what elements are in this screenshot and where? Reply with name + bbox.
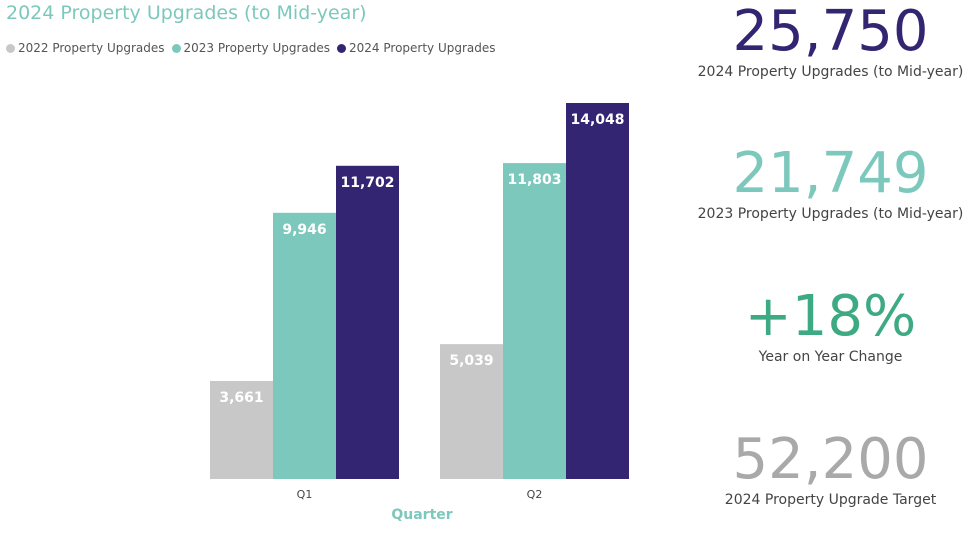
legend-label-2022: 2022 Property Upgrades [18,41,165,55]
kpi-yoy-change-label: Year on Year Change [758,349,903,365]
legend-label-2023: 2023 Property Upgrades [183,41,331,55]
data-label-q1-2024-property-upgrades: 11,702 [340,175,394,191]
bar-q1-2022-property-upgrades[interactable] [210,381,273,479]
kpi-2024-target: 52,200 2024 Property Upgrade Target [690,427,971,509]
kpi-2024-upgrades: 25,750 2024 Property Upgrades (to Mid-ye… [690,0,971,81]
x-tick-label-q2: Q2 [527,488,543,501]
kpi-yoy-change: +18% Year on Year Change [690,284,971,366]
legend-swatch-2022 [6,43,15,53]
legend-item-2024[interactable]: 2024 Property Upgrades [337,41,496,55]
kpi-2024-target-label: 2024 Property Upgrade Target [724,492,937,508]
legend-label-2024: 2024 Property Upgrades [349,41,496,55]
data-label-q2-2022-property-upgrades: 5,039 [449,353,493,369]
bar-q2-2023-property-upgrades[interactable] [503,163,566,480]
data-label-q2-2023-property-upgrades: 11,803 [507,172,561,188]
bar-q2-2022-property-upgrades[interactable] [440,344,503,479]
legend-item-2023[interactable]: 2023 Property Upgrades [171,41,331,55]
x-tick-label-q1: Q1 [297,488,313,501]
kpi-2023-upgrades-value: 21,749 [732,141,929,206]
bar-chart: 3,661 9,946 11,702 Q1 5,039 11,803 14,048 Q2 Qua… [210,103,629,523]
legend-swatch-2023 [171,43,181,53]
data-label-q1-2023-property-upgrades: 9,946 [282,222,326,238]
data-label-q1-2022-property-upgrades: 3,661 [219,390,263,406]
kpi-2024-target-value: 52,200 [732,427,929,492]
kpi-2024-upgrades-value: 25,750 [732,0,929,64]
bar-q1-2024-property-upgrades[interactable] [336,165,399,479]
legend-item-2022[interactable]: 2022 Property Upgrades [6,41,165,55]
kpi-2024-upgrades-label: 2024 Property Upgrades (to Mid-year) [697,64,964,80]
legend-swatch-2024 [337,43,347,53]
kpi-2023-upgrades: 21,749 2023 Property Upgrades (to Mid-ye… [690,141,971,223]
kpi-yoy-change-value: +18% [744,284,917,349]
bar-q1-2023-property-upgrades[interactable] [273,212,336,479]
chart-legend: 2022 Property Upgrades 2023 Property Upg… [6,41,496,55]
x-axis-label: Quarter [391,507,452,523]
bar-q2-2024-property-upgrades[interactable] [566,103,629,479]
data-label-q2-2024-property-upgrades: 14,048 [570,112,624,128]
kpi-2023-upgrades-label: 2023 Property Upgrades (to Mid-year) [697,206,964,222]
chart-title: 2024 Property Upgrades (to Mid-year) [6,2,367,24]
